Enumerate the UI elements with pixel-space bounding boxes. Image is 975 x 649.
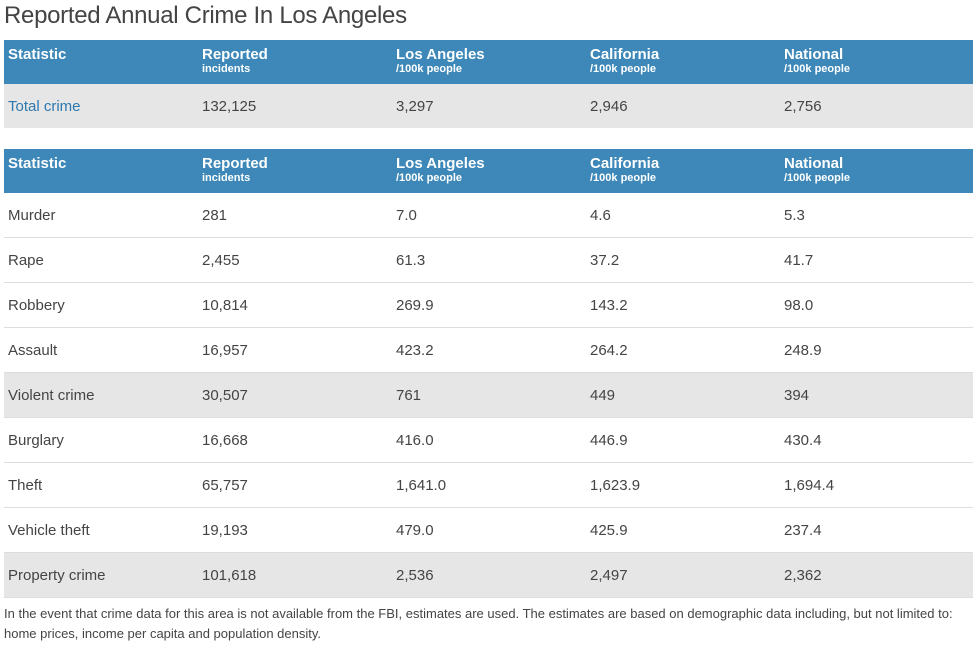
header-national-sub: /100k people: [784, 63, 851, 75]
reported-cell: 101,618: [198, 552, 392, 598]
stat-cell: Robbery: [4, 282, 198, 328]
la-cell: 1,641.0: [392, 462, 586, 508]
stat-cell: Vehicle theft: [4, 507, 198, 553]
table-row: Vehicle theft 19,193 479.0 425.9 237.4: [4, 507, 973, 553]
total-crime-table: Statistic Reported incidents Los Angeles /…: [4, 40, 973, 128]
national-cell: 1,694.4: [780, 462, 973, 508]
national-cell: 41.7: [780, 237, 973, 283]
stat-cell: Rape: [4, 237, 198, 283]
ca-cell: 37.2: [586, 237, 780, 283]
crime-breakdown-table: Statistic Reported incidents Los Angeles /…: [4, 149, 973, 598]
stat-cell: Murder: [4, 193, 198, 238]
stat-cell: Theft: [4, 462, 198, 508]
header-los-angeles-sub: /100k people: [396, 63, 463, 75]
table-row: Burglary 16,668 416.0 446.9 430.4: [4, 417, 973, 463]
national-cell: 2,756: [780, 84, 973, 128]
national-cell: 5.3: [780, 193, 973, 238]
table-row: Assault 16,957 423.2 264.2 248.9: [4, 327, 973, 373]
header-reported: Reported incidents: [198, 149, 392, 193]
national-cell: 248.9: [780, 327, 973, 373]
header-statistic: Statistic: [8, 46, 67, 63]
header-los-angeles: Los Angeles/100k people: [392, 149, 586, 193]
reported-cell: 65,757: [198, 462, 392, 508]
ca-cell: 425.9: [586, 507, 780, 553]
la-cell: 7.0: [392, 193, 586, 238]
reported-cell: 2,455: [198, 237, 392, 283]
ca-cell: 449: [586, 372, 780, 418]
header-reported-sub: incidents: [202, 63, 251, 75]
header-national: National/100k people: [780, 40, 973, 84]
table-header-row: Statistic Reported incidents Los Angeles /…: [4, 40, 973, 84]
table-row: Rape 2,455 61.3 37.2 41.7: [4, 237, 973, 283]
la-cell: 269.9: [392, 282, 586, 328]
header-national-sub: /100k people: [784, 172, 851, 184]
table-row: Total crime 132,125 3,297 2,946 2,756: [4, 84, 973, 128]
header-reported-sub: incidents: [202, 172, 251, 184]
ca-cell: 4.6: [586, 193, 780, 238]
reported-cell: 30,507: [198, 372, 392, 418]
national-cell: 98.0: [780, 282, 973, 328]
table-row-subtotal: Violent crime 30,507 761 449 394: [4, 372, 973, 418]
la-cell: 2,536: [392, 552, 586, 598]
national-cell: 237.4: [780, 507, 973, 553]
la-cell: 3,297: [392, 84, 586, 128]
la-cell: 416.0: [392, 417, 586, 463]
table-row: Robbery 10,814 269.9 143.2 98.0: [4, 282, 973, 328]
footnote: In the event that crime data for this ar…: [4, 606, 953, 641]
la-cell: 479.0: [392, 507, 586, 553]
table-row: Murder 281 7.0 4.6 5.3: [4, 193, 973, 238]
reported-cell: 132,125: [198, 84, 392, 128]
stat-cell: Burglary: [4, 417, 198, 463]
reported-cell: 281: [198, 193, 392, 238]
stat-cell: Total crime: [4, 84, 198, 128]
reported-cell: 16,957: [198, 327, 392, 373]
ca-cell: 2,497: [586, 552, 780, 598]
table-row-subtotal: Property crime 101,618 2,536 2,497 2,362: [4, 552, 973, 598]
stat-cell: Assault: [4, 327, 198, 373]
stat-cell: Violent crime: [4, 372, 198, 418]
header-california: California/100k people: [586, 40, 780, 84]
la-cell: 761: [392, 372, 586, 418]
la-cell: 423.2: [392, 327, 586, 373]
reported-cell: 16,668: [198, 417, 392, 463]
header-los-angeles-sub: /100k people: [396, 172, 463, 184]
total-crime-link[interactable]: Total crime: [8, 97, 81, 115]
header-national: National/100k people: [780, 149, 973, 193]
ca-cell: 264.2: [586, 327, 780, 373]
page-title: Reported Annual Crime In Los Angeles: [4, 2, 407, 29]
table-row: Theft 65,757 1,641.0 1,623.9 1,694.4: [4, 462, 973, 508]
reported-cell: 19,193: [198, 507, 392, 553]
ca-cell: 446.9: [586, 417, 780, 463]
ca-cell: 1,623.9: [586, 462, 780, 508]
reported-cell: 10,814: [198, 282, 392, 328]
la-cell: 61.3: [392, 237, 586, 283]
national-cell: 2,362: [780, 552, 973, 598]
header-california-sub: /100k people: [590, 172, 657, 184]
header-reported: Reported incidents: [198, 40, 392, 84]
header-california: California/100k people: [586, 149, 780, 193]
header-california-sub: /100k people: [590, 63, 657, 75]
national-cell: 430.4: [780, 417, 973, 463]
national-cell: 394: [780, 372, 973, 418]
ca-cell: 2,946: [586, 84, 780, 128]
header-statistic: Statistic: [8, 155, 67, 172]
table-header-row: Statistic Reported incidents Los Angeles /…: [4, 149, 973, 193]
stat-cell: Property crime: [4, 552, 198, 598]
header-los-angeles: Los Angeles/100k people: [392, 40, 586, 84]
ca-cell: 143.2: [586, 282, 780, 328]
